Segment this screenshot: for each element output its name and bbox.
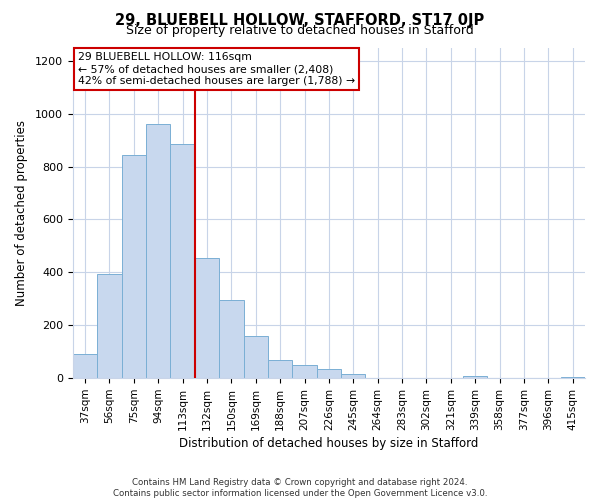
- Bar: [170, 144, 195, 378]
- Bar: [292, 365, 317, 378]
- Bar: [463, 376, 487, 378]
- Bar: [146, 124, 170, 378]
- Text: 29, BLUEBELL HOLLOW, STAFFORD, ST17 0JP: 29, BLUEBELL HOLLOW, STAFFORD, ST17 0JP: [115, 12, 485, 28]
- Text: 29 BLUEBELL HOLLOW: 116sqm
← 57% of detached houses are smaller (2,408)
42% of s: 29 BLUEBELL HOLLOW: 116sqm ← 57% of deta…: [78, 52, 355, 86]
- Bar: [341, 374, 365, 378]
- Text: Size of property relative to detached houses in Stafford: Size of property relative to detached ho…: [126, 24, 474, 37]
- Bar: [97, 274, 122, 378]
- Bar: [268, 360, 292, 378]
- Bar: [195, 258, 219, 378]
- Bar: [219, 300, 244, 378]
- X-axis label: Distribution of detached houses by size in Stafford: Distribution of detached houses by size …: [179, 437, 479, 450]
- Bar: [73, 354, 97, 378]
- Y-axis label: Number of detached properties: Number of detached properties: [15, 120, 28, 306]
- Bar: [317, 369, 341, 378]
- Bar: [244, 336, 268, 378]
- Text: Contains HM Land Registry data © Crown copyright and database right 2024.
Contai: Contains HM Land Registry data © Crown c…: [113, 478, 487, 498]
- Bar: [560, 377, 585, 378]
- Bar: [122, 154, 146, 378]
